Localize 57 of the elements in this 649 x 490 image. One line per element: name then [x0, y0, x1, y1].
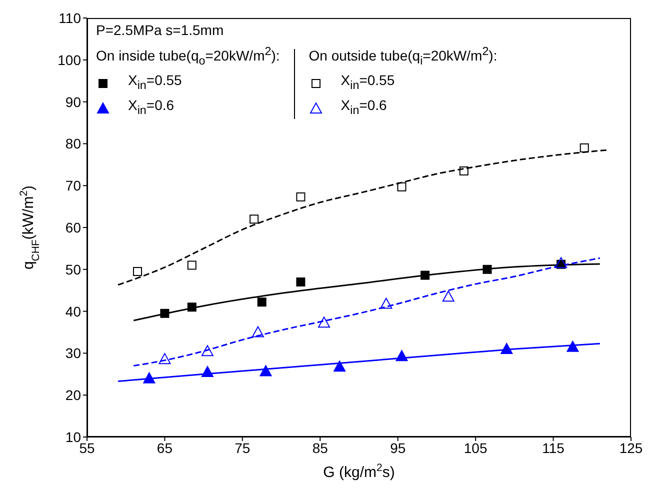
x-tick-label: 65 — [156, 440, 173, 456]
point — [397, 182, 406, 192]
x-tick-label: 125 — [619, 440, 643, 456]
point — [252, 326, 264, 338]
point — [566, 340, 579, 352]
y-tick-label: 90 — [65, 94, 82, 110]
x-tick-label: 105 — [464, 440, 488, 456]
legend-label: X$_{in}$=0.55 — [340, 72, 395, 94]
point — [420, 270, 430, 280]
point — [296, 277, 306, 286]
point — [201, 345, 214, 356]
legend-label: X$_{in}$=0.6 — [128, 97, 174, 120]
annotation: On inside tube(q$_{o}$=20kW/m$^{2}$): — [96, 44, 280, 70]
point — [482, 264, 492, 274]
y-tick-label: 20 — [65, 387, 82, 404]
x-tick-label: 55 — [79, 440, 95, 456]
point — [257, 298, 266, 307]
y-tick-label: 40 — [65, 303, 82, 320]
legend-label: X$_{in}$=0.6 — [340, 97, 387, 120]
y-tick-label: 70 — [65, 178, 82, 194]
point — [187, 260, 196, 270]
y-tick-label: 60 — [65, 219, 82, 236]
annotation: P=2.5MPa s=1.5mm — [96, 22, 225, 39]
y-tick-label: 80 — [65, 136, 82, 152]
point — [187, 302, 196, 312]
point — [555, 257, 568, 268]
point — [334, 360, 346, 372]
annotation: On outside tube(q$_{i}$=20kW/m$^{2}$): — [308, 44, 498, 70]
point — [158, 353, 171, 364]
line-series — [132, 257, 601, 367]
y-tick-label: 30 — [65, 345, 82, 362]
x-tick-label: 75 — [234, 440, 250, 456]
point — [442, 290, 454, 302]
point — [380, 298, 392, 309]
x-tick-label: 85 — [312, 440, 328, 456]
line-series — [132, 263, 601, 322]
point — [459, 166, 468, 176]
x-axis-title: G (kg/m$^{2}$s) — [323, 462, 395, 481]
point — [396, 350, 408, 362]
point — [296, 192, 306, 202]
point — [500, 343, 513, 354]
point — [260, 365, 272, 376]
point — [250, 214, 259, 224]
line-series — [117, 342, 601, 382]
point — [201, 366, 214, 378]
x-tick-label: 95 — [390, 440, 406, 456]
y-tick-label: 110 — [58, 10, 82, 26]
y-tick-label: 50 — [65, 261, 82, 278]
y-tick-label: 100 — [58, 52, 82, 68]
point — [143, 372, 156, 384]
y-tick-label: 10 — [65, 428, 82, 445]
point — [318, 316, 330, 328]
point — [133, 266, 142, 276]
x-tick-label: 115 — [542, 440, 565, 456]
point — [580, 143, 589, 152]
legend-label: X$_{in}$=0.55 — [128, 72, 182, 94]
point — [160, 308, 170, 318]
